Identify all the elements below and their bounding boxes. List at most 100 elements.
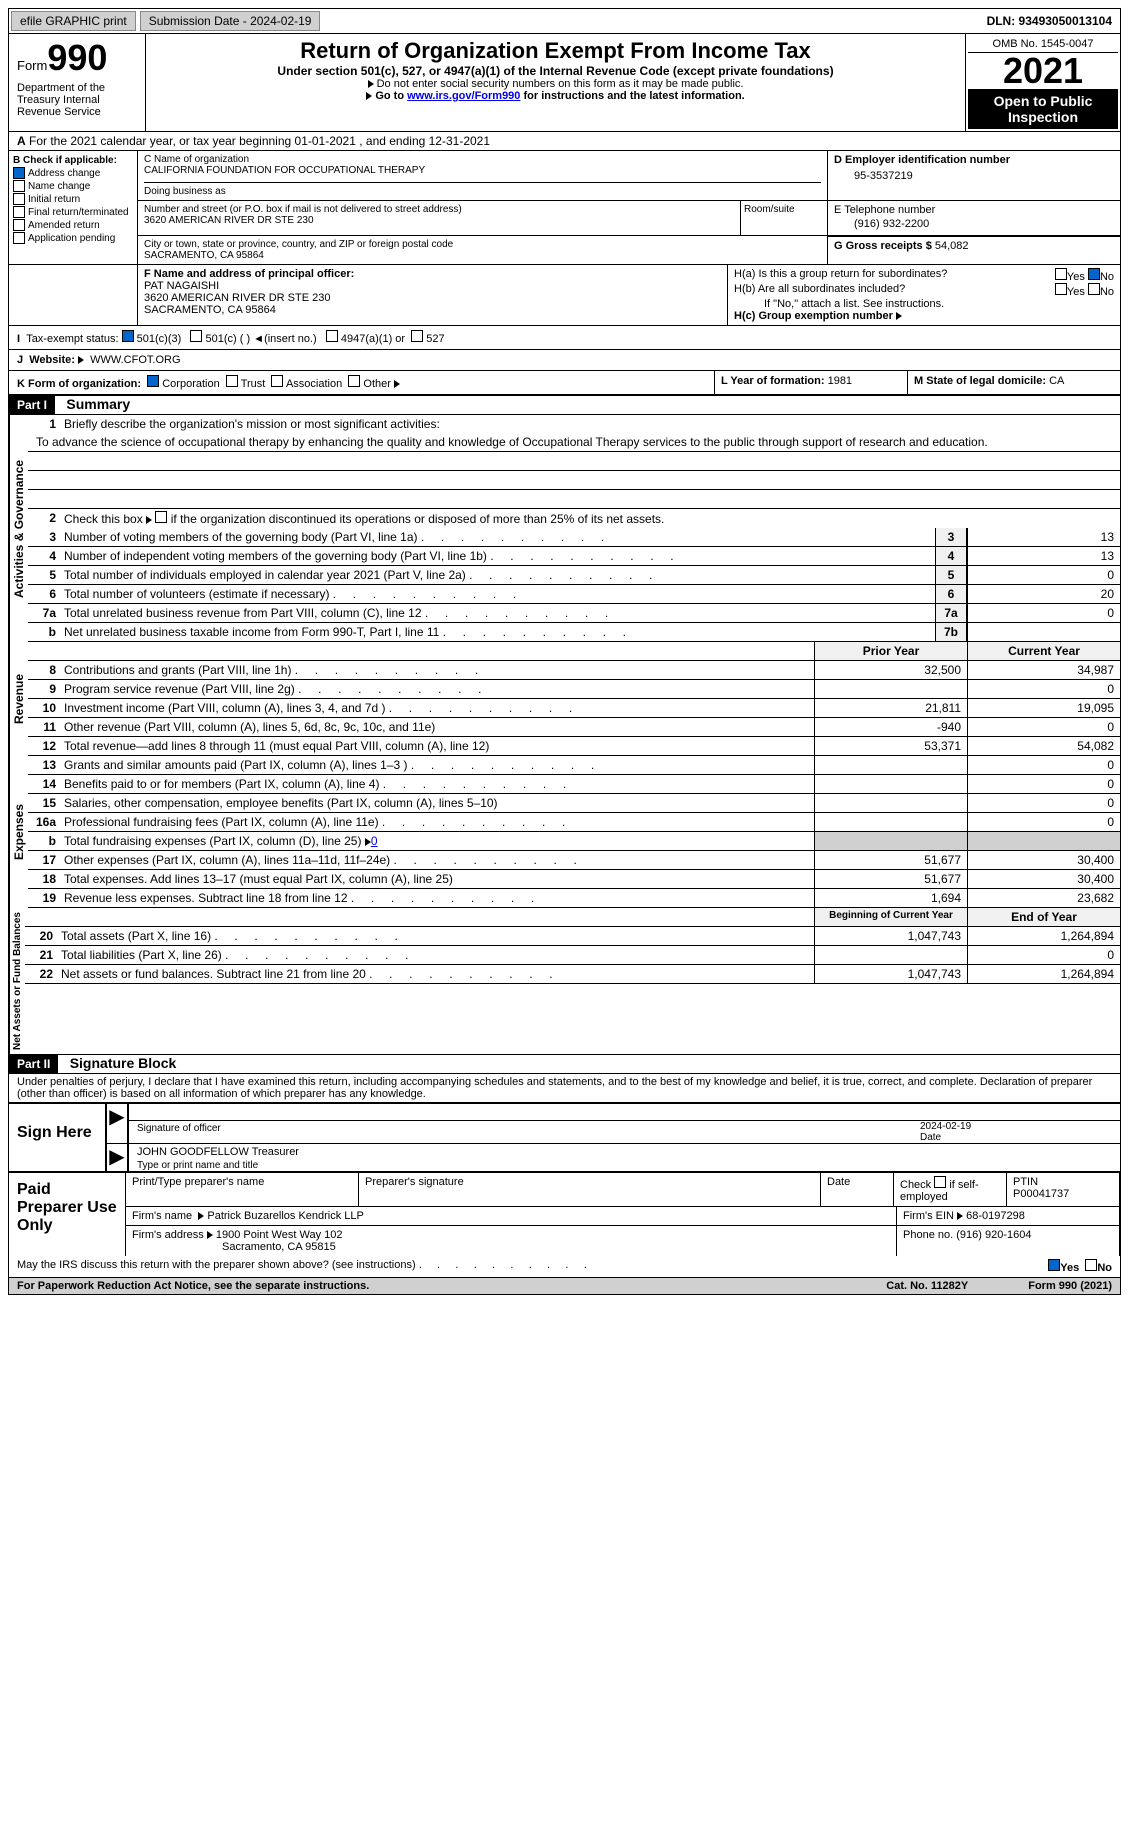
- section-b-label: B Check if applicable:: [13, 155, 133, 166]
- box-num: 6: [935, 585, 967, 603]
- footer-right: Form 990 (2021): [1028, 1280, 1112, 1292]
- checkbox-icon[interactable]: [13, 232, 25, 244]
- checkbox-icon[interactable]: [13, 193, 25, 205]
- checkbox-icon[interactable]: [147, 375, 159, 387]
- revenue-section: Revenue Prior YearCurrent Year 8Contribu…: [9, 642, 1120, 756]
- sig-date-label: Date: [920, 1132, 941, 1143]
- box-num: 7b: [935, 623, 967, 641]
- checkbox-icon[interactable]: [1048, 1259, 1060, 1271]
- checkbox-icon[interactable]: [13, 219, 25, 231]
- firm-phone: Phone no. (916) 920-1604: [897, 1226, 1120, 1256]
- line-num: 12: [28, 737, 60, 755]
- line21-begin: [814, 946, 967, 964]
- line20-end: 1,264,894: [967, 927, 1120, 945]
- line-num: 7a: [28, 604, 60, 622]
- spacer: [9, 265, 138, 325]
- checkbox-icon[interactable]: [190, 330, 202, 342]
- line18-current: 30,400: [967, 870, 1120, 888]
- line19-prior: 1,694: [814, 889, 967, 907]
- form-number: 990: [47, 37, 107, 78]
- line-num: 16a: [28, 813, 60, 831]
- tax-year: 2021: [968, 53, 1118, 89]
- prep-ptin: PTINP00041737: [1007, 1173, 1120, 1206]
- line-num: 5: [28, 566, 60, 584]
- sign-here-label: Sign Here: [9, 1104, 107, 1171]
- form-subtitle: Under section 501(c), 527, or 4947(a)(1)…: [154, 64, 957, 78]
- line-num: 11: [28, 718, 60, 736]
- line5-val: 0: [967, 566, 1120, 584]
- checkbox-icon[interactable]: [13, 167, 25, 179]
- line-num: 20: [25, 927, 57, 945]
- checkbox-icon[interactable]: [226, 375, 238, 387]
- open-inspection-badge: Open to Public Inspection: [968, 89, 1118, 129]
- checkbox-icon[interactable]: [13, 206, 25, 218]
- line9-prior: [814, 680, 967, 698]
- line16a-prior: [814, 813, 967, 831]
- line9-current: 0: [967, 680, 1120, 698]
- checkbox-icon[interactable]: [411, 330, 423, 342]
- top-bar: efile GRAPHIC print Submission Date - 20…: [9, 9, 1120, 34]
- mission-text: To advance the science of occupational t…: [28, 433, 1120, 452]
- checkbox-icon[interactable]: [934, 1176, 946, 1188]
- line11-prior: -940: [814, 718, 967, 736]
- tax-status-row: I Tax-exempt status: 501(c)(3) 501(c) ( …: [9, 326, 1120, 350]
- line8-text: Contributions and grants (Part VIII, lin…: [60, 661, 814, 679]
- form-org-row: K Form of organization: Corporation Trus…: [9, 371, 1120, 395]
- phone-value: (916) 932-2200: [834, 216, 1114, 232]
- header-row: Form990 Department of the Treasury Inter…: [9, 34, 1120, 132]
- checkbox-icon[interactable]: [1088, 268, 1100, 280]
- checkbox-icon[interactable]: [155, 511, 167, 523]
- checkbox-icon[interactable]: [1055, 268, 1067, 280]
- firm-ein: Firm's EIN 68-0197298: [897, 1207, 1120, 1225]
- line14-prior: [814, 775, 967, 793]
- discuss-text: May the IRS discuss this return with the…: [17, 1259, 587, 1274]
- sig-declaration: Under penalties of perjury, I declare th…: [9, 1074, 1120, 1102]
- arrow-icon: [896, 312, 902, 320]
- efile-print-button[interactable]: efile GRAPHIC print: [11, 11, 136, 31]
- line3-text: Number of voting members of the governin…: [60, 528, 935, 546]
- prep-name-hdr: Print/Type preparer's name: [126, 1173, 359, 1206]
- firm-name: Firm's name Patrick Buzarellos Kendrick …: [126, 1207, 897, 1225]
- checkbox-icon[interactable]: [326, 330, 338, 342]
- fundraising-link[interactable]: 0: [371, 834, 378, 848]
- box-num: 3: [935, 528, 967, 546]
- gross-value: 54,082: [935, 240, 969, 252]
- part1-title: Summary: [58, 396, 130, 412]
- header-center: Return of Organization Exempt From Incom…: [146, 34, 965, 131]
- line19-current: 23,682: [967, 889, 1120, 907]
- box-num: 4: [935, 547, 967, 565]
- line-b-text: Total fundraising expenses (Part IX, col…: [60, 832, 814, 850]
- current-year-hdr: Current Year: [967, 642, 1120, 660]
- line-num: 14: [28, 775, 60, 793]
- sig-name: JOHN GOODFELLOW Treasurer: [129, 1144, 1120, 1160]
- line-num: 19: [28, 889, 60, 907]
- line17-current: 30,400: [967, 851, 1120, 869]
- line4-text: Number of independent voting members of …: [60, 547, 935, 565]
- line11-current: 0: [967, 718, 1120, 736]
- checkbox-icon[interactable]: [348, 375, 360, 387]
- prep-sig-hdr: Preparer's signature: [359, 1173, 821, 1206]
- checkbox-icon[interactable]: [1085, 1259, 1097, 1271]
- checkbox-icon[interactable]: [1055, 283, 1067, 295]
- arrow-icon: [366, 92, 372, 100]
- checkbox-icon[interactable]: [122, 330, 134, 342]
- checkbox-icon[interactable]: [13, 180, 25, 192]
- section-e: E Telephone number (916) 932-2200: [827, 201, 1120, 235]
- arrow-icon: [368, 80, 374, 88]
- sig-date: 2024-02-19: [920, 1121, 971, 1132]
- gray-cell: [814, 832, 967, 850]
- checkbox-icon[interactable]: [271, 375, 283, 387]
- form-title: Return of Organization Exempt From Incom…: [154, 38, 957, 64]
- irs-link[interactable]: www.irs.gov/Form990: [407, 90, 520, 102]
- checkbox-icon[interactable]: [1088, 283, 1100, 295]
- line-num: 8: [28, 661, 60, 679]
- header-note1: Do not enter social security numbers on …: [154, 78, 957, 90]
- section-d: D Employer identification number 95-3537…: [827, 151, 1120, 200]
- room-label: Room/suite: [740, 201, 827, 235]
- discuss-row: May the IRS discuss this return with the…: [9, 1256, 1120, 1278]
- line-num: 3: [28, 528, 60, 546]
- city-block: City or town, state or province, country…: [138, 236, 827, 264]
- begin-year-hdr: Beginning of Current Year: [814, 908, 967, 926]
- submission-date-button[interactable]: Submission Date - 2024-02-19: [140, 11, 321, 31]
- line22-begin: 1,047,743: [814, 965, 967, 983]
